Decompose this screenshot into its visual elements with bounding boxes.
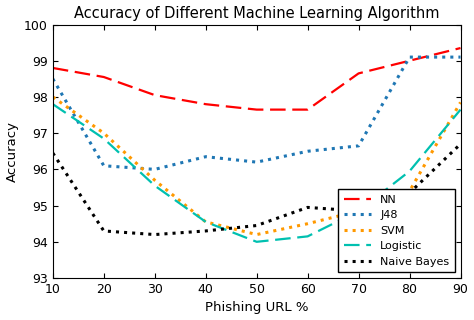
J48: [152, 167, 158, 171]
NN: [152, 93, 158, 97]
Logistic: [254, 240, 260, 244]
J48: [203, 155, 209, 159]
Y-axis label: Accuracy: Accuracy: [6, 121, 18, 182]
Naive Bayes: [101, 229, 107, 233]
NN: [254, 108, 260, 112]
Naive Bayes: [152, 233, 158, 236]
NN: [305, 108, 310, 112]
Legend: NN, J48, SVM, Logistic, Naive Bayes: NN, J48, SVM, Logistic, Naive Bayes: [338, 189, 455, 272]
NN: [356, 71, 362, 75]
SVM: [305, 222, 310, 226]
NN: [203, 102, 209, 106]
NN: [50, 66, 55, 70]
Line: SVM: SVM: [53, 97, 461, 235]
J48: [50, 77, 55, 81]
NN: [407, 59, 412, 63]
Logistic: [305, 235, 310, 238]
J48: [407, 55, 412, 59]
J48: [305, 149, 310, 153]
SVM: [50, 95, 55, 99]
Naive Bayes: [356, 209, 362, 213]
NN: [101, 75, 107, 79]
Naive Bayes: [50, 151, 55, 155]
SVM: [254, 233, 260, 236]
J48: [254, 160, 260, 164]
Logistic: [203, 220, 209, 224]
Line: J48: J48: [53, 57, 461, 169]
Naive Bayes: [458, 142, 464, 146]
SVM: [458, 100, 464, 104]
Logistic: [101, 137, 107, 140]
Logistic: [458, 108, 464, 112]
Naive Bayes: [407, 191, 412, 195]
J48: [101, 164, 107, 168]
Logistic: [356, 209, 362, 213]
SVM: [101, 131, 107, 135]
SVM: [152, 178, 158, 182]
J48: [458, 55, 464, 59]
J48: [356, 144, 362, 148]
SVM: [407, 189, 412, 193]
Logistic: [152, 184, 158, 188]
Naive Bayes: [203, 229, 209, 233]
NN: [458, 46, 464, 50]
Line: Logistic: Logistic: [53, 104, 461, 242]
Logistic: [50, 102, 55, 106]
Logistic: [407, 169, 412, 173]
Line: Naive Bayes: Naive Bayes: [53, 144, 461, 235]
Line: NN: NN: [53, 48, 461, 110]
Title: Accuracy of Different Machine Learning Algorithm: Accuracy of Different Machine Learning A…: [74, 5, 439, 20]
Naive Bayes: [254, 224, 260, 228]
SVM: [203, 220, 209, 224]
X-axis label: Phishing URL %: Phishing URL %: [205, 301, 309, 315]
Naive Bayes: [305, 205, 310, 209]
SVM: [356, 209, 362, 213]
